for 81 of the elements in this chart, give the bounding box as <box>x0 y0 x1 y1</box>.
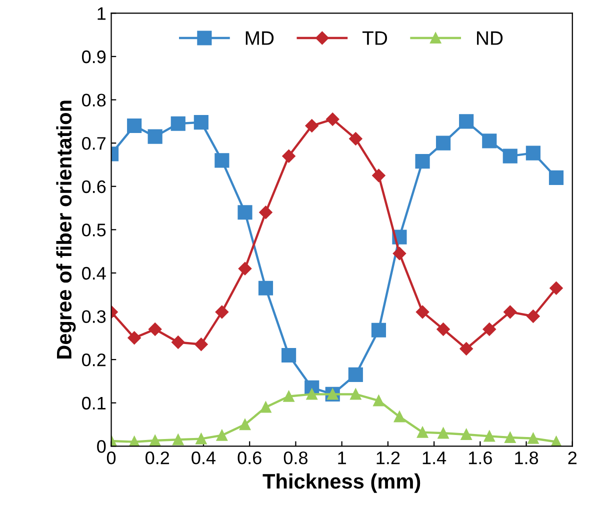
y-tick-label: 1 <box>98 7 106 20</box>
legend-label: ND <box>477 31 503 45</box>
x-tick-label: 0.4 <box>192 452 216 464</box>
x-tick-label: 0.6 <box>238 452 262 464</box>
point <box>348 367 363 382</box>
point <box>194 338 208 351</box>
point <box>416 426 428 438</box>
point <box>150 434 161 446</box>
y-tick-label: 0.7 <box>82 137 106 150</box>
point <box>258 280 274 296</box>
point <box>482 134 497 148</box>
y-axis-title: Degree of fiber orientation <box>56 100 76 358</box>
point <box>436 136 451 150</box>
point <box>550 282 563 295</box>
point <box>127 118 142 134</box>
point <box>238 262 252 276</box>
point <box>526 146 540 160</box>
point <box>394 411 406 422</box>
x-tick-label: 0 <box>106 452 116 464</box>
point <box>172 434 184 446</box>
point <box>170 116 186 131</box>
x-tick-label: 1.6 <box>468 452 492 464</box>
point <box>371 322 386 338</box>
point <box>392 246 406 260</box>
point <box>239 418 251 430</box>
x-axis-title: Thickness (mm) <box>262 473 420 493</box>
y-tick-label: 0.2 <box>82 354 106 366</box>
point <box>326 112 340 126</box>
y-tick-label: 0.9 <box>82 50 106 64</box>
point <box>305 119 318 132</box>
point <box>484 430 495 442</box>
point <box>459 114 474 129</box>
point <box>282 149 296 163</box>
point <box>282 348 296 363</box>
point <box>548 170 564 186</box>
point <box>128 331 141 345</box>
x-tick-label: 0.8 <box>284 452 308 464</box>
y-tick-label: 0.4 <box>82 266 106 280</box>
point <box>238 205 252 220</box>
point <box>373 395 384 406</box>
x-tick-label: 1.8 <box>515 452 538 464</box>
x-tick-label: 1.4 <box>422 452 446 464</box>
x-tick-label: 1.2 <box>376 452 400 464</box>
point <box>415 154 430 169</box>
legend-label: MD <box>246 31 274 45</box>
point <box>460 428 472 440</box>
point <box>502 148 518 164</box>
point <box>460 342 473 356</box>
point <box>482 322 496 336</box>
y-tick-label: 0.8 <box>82 94 106 107</box>
point <box>148 129 162 144</box>
point <box>416 305 430 319</box>
point <box>196 433 207 444</box>
point <box>438 428 449 439</box>
point <box>260 402 272 413</box>
point <box>504 305 517 319</box>
y-tick-label: 0.6 <box>82 180 106 194</box>
point <box>215 305 229 319</box>
point <box>283 390 294 402</box>
x-tick-label: 1 <box>338 452 346 464</box>
point <box>350 388 362 400</box>
point <box>306 388 318 400</box>
y-tick-label: 0.5 <box>82 224 106 236</box>
point <box>372 168 386 182</box>
point <box>528 432 539 444</box>
point <box>526 310 540 323</box>
point <box>172 336 185 349</box>
x-tick-label: 0.2 <box>146 452 170 464</box>
y-tick-label: 0.3 <box>82 310 106 323</box>
y-tick-label: 0 <box>97 440 106 453</box>
point <box>436 322 450 336</box>
y-tick-label: 0.1 <box>82 396 106 410</box>
point <box>216 430 228 441</box>
point <box>504 432 516 444</box>
legend-label: TD <box>362 31 388 45</box>
point <box>148 322 162 336</box>
x-tick-label: 2 <box>568 452 577 464</box>
point <box>259 206 272 219</box>
point <box>349 132 362 146</box>
point <box>194 115 208 130</box>
point <box>214 153 230 168</box>
